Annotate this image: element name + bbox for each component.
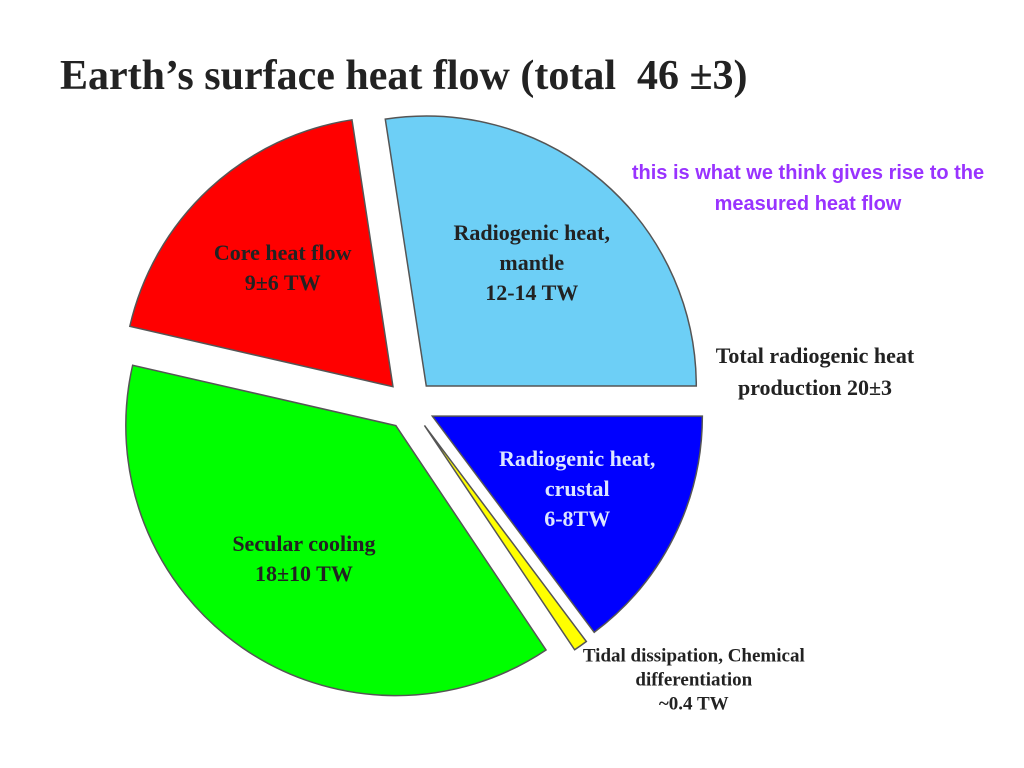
slice-label: Radiogenic heat, crustal 6-8TW bbox=[472, 444, 682, 534]
category-label: Secular cooling bbox=[232, 531, 376, 556]
slice-label: Core heat flow 9±6 TW bbox=[178, 238, 388, 298]
category-label: Radiogenic heat, crustal bbox=[498, 445, 656, 501]
value-label: 18±10 TW bbox=[254, 561, 353, 586]
value-label: 9±6 TW bbox=[244, 270, 321, 296]
pie-slice bbox=[384, 115, 698, 387]
slice-label: Tidal dissipation, Chemical differentiat… bbox=[564, 645, 824, 717]
category-label: Tidal dissipation, Chemical differentiat… bbox=[582, 645, 805, 691]
category-label: Core heat flow bbox=[213, 240, 352, 266]
annotation: Total radiogenic heat production 20±3 bbox=[715, 343, 915, 400]
pie-slice bbox=[430, 415, 704, 634]
slice-label: Secular cooling 18±10 TW bbox=[199, 529, 409, 589]
chart-title: Earth’s surface heat flow (total 46 ±3) bbox=[60, 53, 748, 99]
pie-slice bbox=[423, 424, 588, 651]
pie-slice bbox=[125, 364, 548, 697]
slice-label: Radiogenic heat, mantle 12-14 TW bbox=[427, 218, 637, 308]
value-label: 12-14 TW bbox=[485, 280, 579, 306]
category-label: Radiogenic heat, mantle bbox=[453, 220, 610, 276]
value-label: ~0.4 TW bbox=[658, 693, 729, 715]
value-label: 6-8TW bbox=[544, 505, 611, 531]
pie-slice bbox=[128, 118, 394, 388]
annotation: this is what we think gives rise to the … bbox=[631, 162, 985, 215]
